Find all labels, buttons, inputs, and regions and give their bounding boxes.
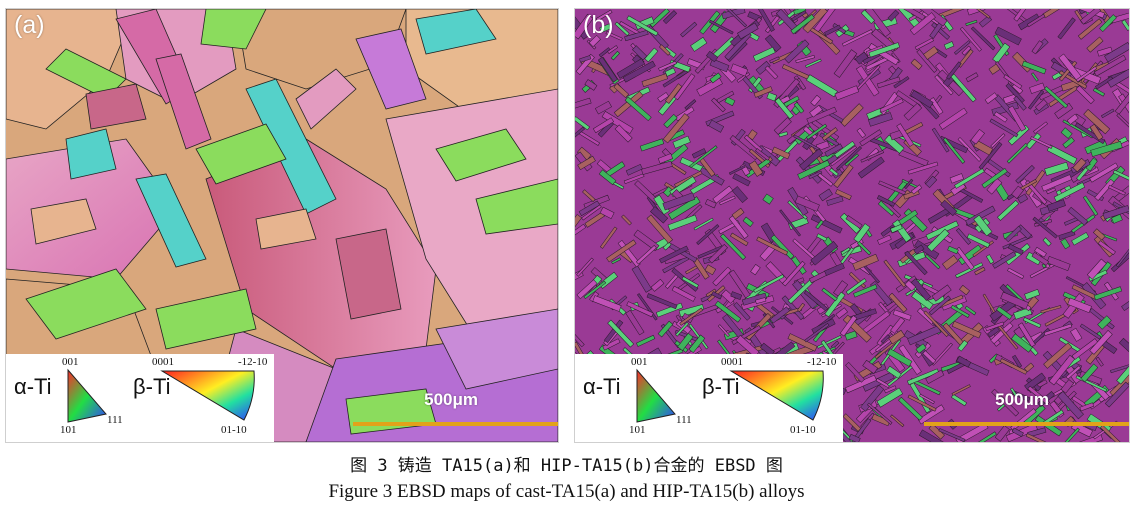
alpha-111-label: 111 — [676, 414, 692, 426]
beta-12-10-label: -12-10 — [807, 356, 837, 368]
alpha-ti-label: α-Ti — [583, 374, 621, 399]
alpha-111-label: 111 — [107, 414, 123, 426]
panel-label-b: (b) — [583, 11, 614, 39]
alpha-ipf-triangle-icon — [67, 368, 107, 423]
alpha-ti-label: α-Ti — [14, 374, 52, 399]
scale-bar — [353, 422, 558, 426]
orientation-legend: α-Ti 001 101 111 β-Ti 0001 -12-10 01-10 — [575, 354, 843, 442]
figure-caption-chinese: 图 3 铸造 TA15(a)和 HIP-TA15(b)合金的 EBSD 图 — [350, 456, 783, 476]
beta-ipf-sector-icon — [729, 370, 824, 421]
ebsd-microstructure-image — [6, 9, 558, 442]
alpha-ipf-triangle-icon — [636, 368, 676, 423]
beta-12-10-label: -12-10 — [238, 356, 268, 368]
beta-ti-label: β-Ti — [702, 374, 740, 399]
alpha-101-label: 101 — [629, 424, 646, 436]
scale-bar-label: 500μm — [424, 390, 478, 409]
beta-0001-label: 0001 — [721, 356, 743, 368]
beta-ipf-sector-icon — [160, 370, 255, 421]
ebsd-map-hip-ta15: (b) α-Ti 001 101 111 β-Ti 0001 -12-10 01… — [574, 8, 1130, 443]
beta-01-10-label: 01-10 — [221, 424, 247, 436]
beta-ti-label: β-Ti — [133, 374, 171, 399]
figure-caption-english: Figure 3 EBSD maps of cast-TA15(a) and H… — [328, 481, 805, 502]
panel-label-a: (a) — [14, 11, 45, 39]
scale-bar-label: 500μm — [995, 390, 1049, 409]
alpha-101-label: 101 — [60, 424, 77, 436]
orientation-legend: α-Ti 001 101 111 β-Ti 0001 -12-10 01-10 — [6, 354, 274, 442]
alpha-001-label: 001 — [62, 356, 79, 368]
beta-01-10-label: 01-10 — [790, 424, 816, 436]
beta-0001-label: 0001 — [152, 356, 174, 368]
alpha-001-label: 001 — [631, 356, 648, 368]
ebsd-map-cast-ta15: (a) α-Ti 001 101 111 β-Ti 0001 -12-10 01… — [5, 8, 559, 443]
scale-bar — [924, 422, 1129, 426]
